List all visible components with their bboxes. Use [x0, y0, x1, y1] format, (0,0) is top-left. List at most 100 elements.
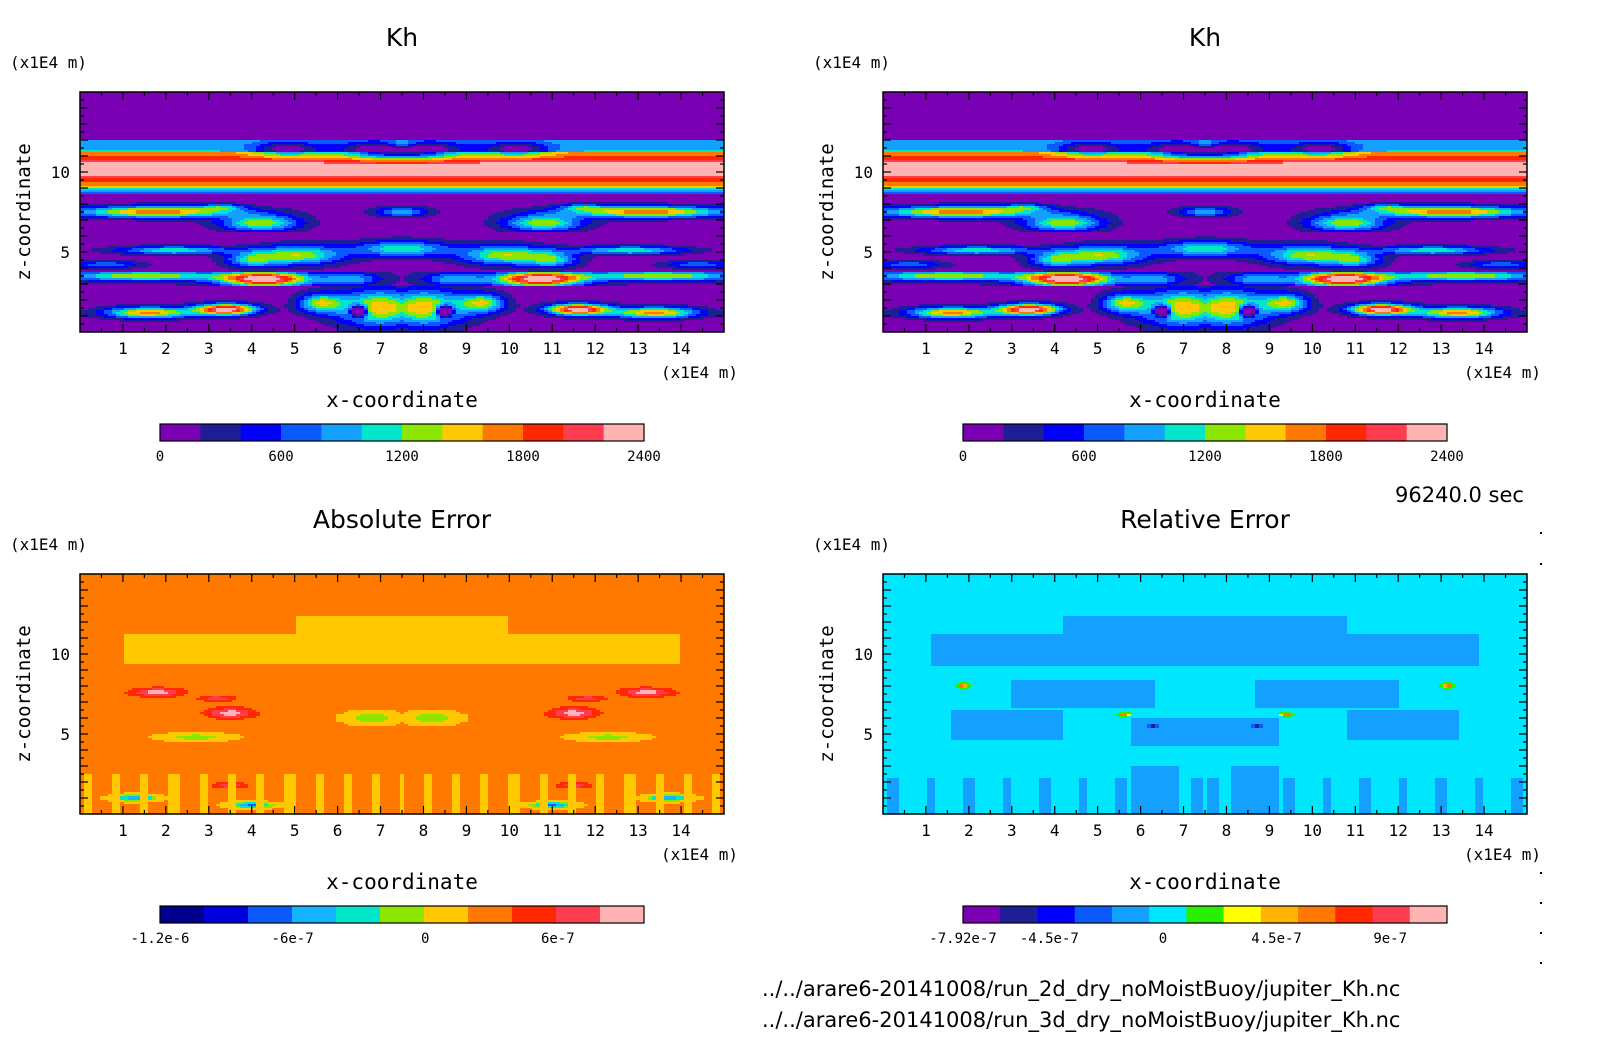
heatmap-cell	[684, 320, 725, 323]
heatmap-cell	[1103, 290, 1124, 293]
heatmap-cell	[1331, 150, 1344, 153]
heatmap-cell	[256, 210, 277, 213]
heatmap-cell	[883, 166, 1528, 169]
heatmap-cell	[240, 262, 249, 265]
heatmap-cell	[1199, 306, 1212, 309]
heatmap-cell	[1091, 220, 1100, 223]
heatmap-cell	[1255, 302, 1268, 305]
heatmap-cell	[80, 252, 101, 255]
heatmap-cell	[472, 326, 725, 329]
heatmap-cell	[364, 302, 373, 305]
heatmap-cell	[1255, 312, 1260, 315]
heatmap-cell	[576, 800, 597, 803]
heatmap-cell	[148, 774, 169, 777]
heatmap-cell	[1291, 254, 1308, 257]
heatmap-cell	[80, 682, 725, 685]
heatmap-cell	[80, 658, 125, 661]
heatmap-cell	[1031, 258, 1040, 261]
heatmap-cell	[1471, 246, 1500, 249]
heatmap-cell	[1099, 272, 1112, 275]
heatmap-cell	[296, 626, 509, 629]
heatmap-cell	[1279, 296, 1288, 299]
heatmap-cell	[1047, 144, 1064, 147]
heatmap-cell	[883, 212, 888, 215]
heatmap-cell	[460, 154, 505, 157]
heatmap-cell	[236, 698, 569, 701]
heatmap-cell	[1255, 314, 1280, 317]
heatmap-cell	[1315, 278, 1324, 281]
heatmap-cell	[308, 308, 317, 311]
heatmap-cell	[88, 264, 125, 267]
heatmap-cell	[468, 254, 481, 257]
heatmap-cell	[240, 156, 265, 159]
heatmap-cell	[1123, 250, 1136, 253]
heatmap-cell	[927, 308, 940, 311]
heatmap-cell	[1367, 280, 1372, 283]
heatmap-cell	[688, 262, 709, 265]
heatmap-cell	[412, 208, 425, 211]
heatmap-cell	[1355, 228, 1372, 231]
heatmap-cell	[1307, 278, 1312, 281]
heatmap-cell	[328, 298, 341, 301]
heatmap-cell	[508, 804, 529, 807]
heatmap-cell	[452, 292, 497, 295]
heatmap-cell	[1187, 154, 1224, 157]
heatmap-cell	[320, 300, 325, 303]
heatmap-cell	[292, 222, 297, 225]
heatmap-cell	[236, 278, 241, 281]
heatmap-cell	[80, 152, 237, 155]
heatmap-cell	[208, 778, 229, 781]
heatmap-cell	[512, 284, 525, 287]
heatmap-cell	[200, 788, 209, 791]
heatmap-cell	[444, 302, 453, 305]
heatmap-cell	[88, 280, 197, 283]
heatmap-cell	[80, 282, 197, 285]
heatmap-cell	[1227, 276, 1236, 279]
heatmap-cell	[200, 712, 213, 715]
heatmap-cell	[548, 314, 557, 317]
heatmap-cell	[400, 776, 405, 779]
heatmap-cell	[1267, 266, 1316, 269]
heatmap-cell	[592, 250, 609, 253]
heatmap-cell	[680, 252, 705, 255]
heatmap-cell	[1003, 210, 1024, 213]
heatmap-cell	[1359, 264, 1368, 267]
heatmap-cell	[556, 786, 569, 789]
heatmap-cell	[348, 710, 397, 713]
heatmap-cell	[1395, 308, 1400, 311]
heatmap-cell	[396, 290, 409, 293]
heatmap-cell	[192, 734, 201, 737]
heatmap-cell	[1123, 262, 1140, 265]
heatmap-cell	[508, 276, 513, 279]
heatmap-cell	[1387, 284, 1400, 287]
heatmap-cell	[212, 280, 221, 283]
heatmap-cell	[1519, 308, 1528, 311]
heatmap-cell	[324, 798, 345, 801]
heatmap-cell	[352, 786, 373, 789]
heatmap-cell	[1143, 304, 1152, 307]
heatmap-cell	[640, 794, 665, 797]
heatmap-cell	[883, 148, 1048, 151]
heatmap-cell	[108, 246, 137, 249]
heatmap-cell	[292, 296, 301, 299]
heatmap-cell	[628, 736, 657, 739]
heatmap-cell	[1343, 308, 1348, 311]
heatmap-cell	[1303, 218, 1316, 221]
heatmap-cell	[1123, 322, 1144, 325]
heatmap-cell	[1431, 284, 1528, 287]
heatmap-cell	[432, 260, 461, 263]
heatmap-cell	[184, 316, 241, 319]
heatmap-cell	[384, 278, 401, 281]
heatmap-cell	[408, 142, 417, 145]
heatmap-cell	[544, 308, 549, 311]
heatmap-cell	[344, 308, 349, 311]
heatmap-cell	[360, 238, 445, 241]
heatmap-cell	[524, 278, 561, 281]
heatmap-cell	[80, 144, 245, 147]
heatmap-cell	[528, 216, 577, 219]
heatmap-cell	[883, 208, 900, 211]
heatmap-cell	[624, 274, 693, 277]
heatmap-cell	[548, 794, 569, 797]
heatmap-cell	[1131, 276, 1164, 279]
heatmap-cell	[372, 804, 381, 807]
